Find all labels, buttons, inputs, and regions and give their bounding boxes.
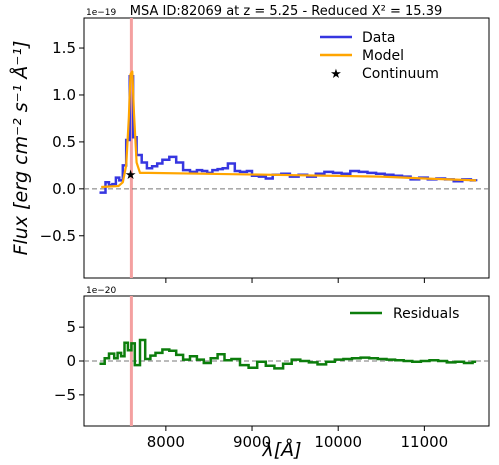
legend-model-label: Model [362, 48, 404, 64]
residuals-y-tick-label: 0 [66, 352, 76, 370]
chart-title: MSA ID:82069 at z = 5.25 - Reduced X² = … [130, 4, 442, 19]
y-axis-label: Flux [erg cm⁻² s⁻¹ Å⁻¹] [9, 41, 32, 256]
legend-data-label: Data [362, 30, 395, 46]
legend-continuum-star-icon: ★ [330, 67, 342, 82]
main-y-tick-label: 0.5 [52, 133, 76, 151]
x-tick-label: 10000 [314, 433, 362, 451]
residuals-series-residuals-line [99, 338, 477, 370]
main-y-tick-label: 1.0 [52, 86, 76, 104]
main-series-data-line [99, 74, 478, 194]
x-tick-label: 11000 [401, 433, 449, 451]
main-y-tick-label: 0.0 [52, 180, 76, 198]
main-series-model-line [101, 70, 477, 189]
main-legend: Data Model ★ Continuum [320, 30, 439, 82]
main-y-tick-label: −0.5 [40, 227, 76, 245]
main-series-continuum-point: ★ [125, 168, 137, 183]
residuals-panel: −5 0 5 8000 9000 10000 11000 1e−20 λ[Å] Resid… [54, 286, 490, 461]
residuals-y-tick-label: 5 [66, 318, 76, 336]
main-plot-frame [83, 17, 490, 279]
main-y-tick-label: 1.5 [52, 39, 76, 57]
x-axis-label: λ[Å] [261, 438, 301, 461]
legend-continuum-label: Continuum [362, 66, 439, 82]
main-panel: ★ −0.5 0.0 0.5 1.0 1.5 1e−19 MSA ID:82069 at… [9, 4, 490, 283]
residuals-legend: Residuals [350, 306, 459, 322]
x-tick-label: 8000 [147, 433, 185, 451]
legend-residuals-label: Residuals [393, 306, 459, 322]
residuals-y-tick-label: −5 [54, 386, 76, 404]
main-y-multiplier: 1e−19 [86, 8, 117, 18]
residuals-y-multiplier: 1e−20 [86, 286, 117, 296]
x-tick-label: 9000 [233, 433, 271, 451]
